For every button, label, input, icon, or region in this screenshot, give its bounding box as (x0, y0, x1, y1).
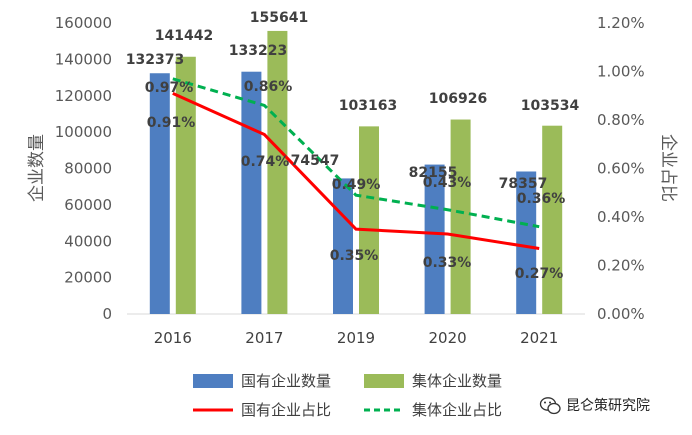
bar-collective (542, 125, 563, 314)
x-tick-label: 2019 (337, 329, 375, 347)
bar-collective (175, 56, 196, 315)
y2-tick-label: 0.20% (597, 257, 645, 275)
legend-label: 国有企业占比 (241, 401, 331, 419)
bar-state (424, 164, 445, 314)
bar-value-label: 106926 (429, 91, 487, 107)
y-tick-label: 120000 (55, 87, 112, 105)
y-tick-label: 20000 (64, 269, 112, 287)
y2-tick-label: 0.60% (597, 160, 645, 178)
data-labels: 132373 133223 74547 82155 78357 141442 155641 1… (126, 10, 580, 282)
legend-swatch (364, 374, 404, 388)
y2-tick-label: 0.40% (597, 208, 645, 226)
legend-label: 国有企业数量 (241, 372, 331, 390)
bar-collective (359, 126, 379, 315)
x-tick-label: 2020 (429, 329, 467, 347)
wechat-icon (539, 397, 561, 415)
bar-value-label: 132373 (126, 52, 184, 68)
bars (149, 30, 563, 315)
y2-tick-label: 1.20% (597, 14, 645, 32)
y2-axis-title: 企业占比 (658, 134, 678, 202)
y-tick-label: 160000 (55, 14, 112, 32)
bar-state (149, 73, 170, 314)
line-value-label: 0.27% (515, 266, 564, 282)
watermark-text: 昆仑策研究院 (566, 397, 650, 414)
line-value-label: 0.91% (147, 115, 196, 131)
legend-swatch (193, 374, 233, 388)
line-value-label: 0.43% (423, 175, 472, 191)
lines (172, 77, 540, 251)
watermark: 昆仑策研究院 (539, 397, 650, 415)
legend-label: 集体企业数量 (412, 372, 502, 390)
line-value-label: 0.74% (241, 154, 290, 170)
line-value-label: 0.97% (145, 80, 194, 96)
y2-tick-label: 1.00% (597, 63, 645, 81)
bar-value-label: 141442 (155, 28, 213, 44)
line-value-label: 0.35% (330, 248, 379, 264)
line-collective-share (172, 77, 540, 229)
line-state-share (172, 91, 540, 251)
bar-value-label: 103534 (521, 98, 580, 114)
y-tick-label: 140000 (55, 50, 112, 68)
bar-state (516, 171, 537, 314)
y-tick-label: 60000 (64, 196, 112, 214)
bar-value-label: 82155 (409, 165, 458, 181)
bar-state (241, 71, 262, 314)
y2-tick-label: 0.80% (597, 111, 645, 129)
bar-collective (267, 30, 288, 315)
bar-state (333, 178, 353, 314)
y-tick-label: 100000 (55, 123, 112, 141)
line-value-label: 0.49% (332, 177, 381, 193)
y-tick-label: 40000 (64, 232, 112, 250)
axes: 0 20000 40000 60000 80000 100000 120000 140000 1… (27, 14, 678, 347)
y2-tick-label: 0.00% (597, 305, 645, 323)
bar-value-label: 103163 (339, 98, 397, 114)
line-value-label: 0.86% (244, 79, 293, 95)
bar-value-label: 78357 (499, 176, 548, 192)
x-tick-label: 2021 (520, 329, 558, 347)
x-tick-label: 2017 (245, 329, 283, 347)
legend-label: 集体企业占比 (412, 401, 502, 419)
bar-value-label: 133223 (229, 43, 287, 59)
bar-value-label: 155641 (250, 10, 308, 26)
line-value-label: 0.33% (423, 255, 472, 271)
line-value-label: 0.36% (517, 191, 566, 207)
y-axis-title: 企业数量 (27, 134, 47, 202)
bar-value-label: 74547 (291, 153, 340, 169)
y-tick-label: 80000 (64, 160, 112, 178)
y-tick-label: 0 (102, 305, 112, 323)
x-tick-label: 2016 (154, 329, 192, 347)
bar-collective (450, 119, 471, 314)
